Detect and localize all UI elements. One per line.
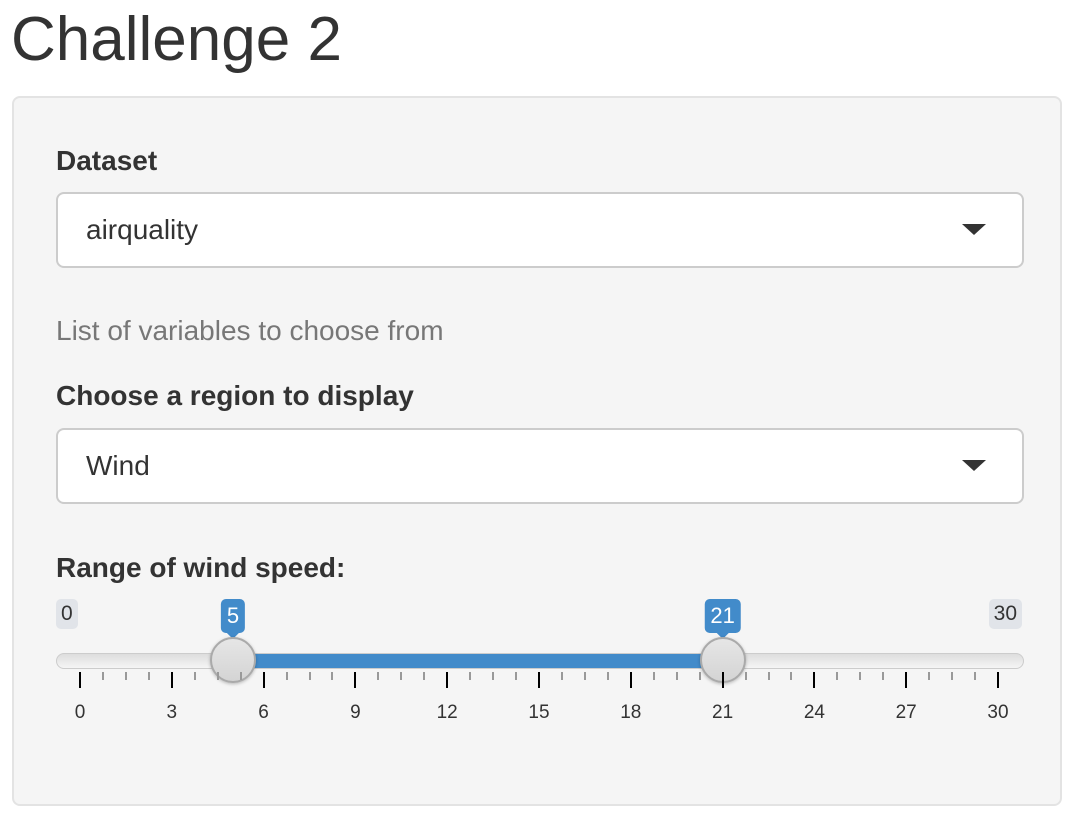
slider-major-tick [721,672,724,688]
slider-minor-tick [859,672,862,680]
slider-tick-label: 15 [528,702,550,723]
slider-minor-tick [974,672,977,680]
page-title: Challenge 2 [11,5,342,74]
slider-minor-tick [606,672,609,680]
dataset-select[interactable]: airquality [56,192,1024,268]
slider-minor-tick [147,672,150,680]
slider-major-tick [79,672,81,688]
slider-tick-label: 3 [166,702,178,723]
slider-minor-tick [744,672,747,680]
slider-minor-tick [583,672,586,680]
slider-tick-label: 27 [895,702,917,723]
slider-minor-tick [882,672,885,680]
slider-minor-tick [560,672,563,680]
slider-minor-tick [652,672,655,680]
region-label: Choose a region to display [56,380,414,411]
sidebar-panel: Dataset airquality List of variables to … [12,96,1062,806]
slider-major-tick [629,672,632,688]
slider-selected-bar [233,654,723,668]
slider-minor-tick [836,672,839,680]
slider-minor-tick [469,672,472,680]
slider-tick-label: 21 [712,702,734,723]
slider-minor-tick [377,672,380,680]
slider-minor-tick [193,672,196,680]
slider-tick-label: 0 [74,702,86,723]
chevron-down-icon [962,224,986,235]
chevron-down-icon [962,460,986,471]
slider-minor-tick [928,672,931,680]
slider-minor-tick [515,672,518,680]
slider-major-tick [997,672,999,688]
slider-tick-label: 12 [436,702,458,723]
help-text: List of variables to choose from [56,315,444,346]
slider-minor-tick [951,672,954,680]
slider-major-tick [538,672,540,688]
slider-minor-tick [767,672,770,680]
slider-to-value: 21 [704,599,741,639]
slider-minor-tick [698,672,701,680]
wind-slider-label: Range of wind speed: [56,552,346,583]
slider-minor-tick [790,672,793,680]
slider-minor-tick [423,672,426,680]
slider-major-tick [170,672,173,688]
slider-max-label: 30 [988,599,1022,629]
dataset-select-value: airquality [86,214,199,245]
slider-tick-label: 6 [258,702,269,723]
slider-tick-label: 9 [350,702,361,723]
slider-major-tick [262,672,265,688]
slider-tick-label: 30 [987,702,1009,723]
dataset-label: Dataset [56,145,158,176]
region-select[interactable]: Wind [56,428,1024,504]
slider-minor-tick [285,672,288,680]
slider-major-tick [354,672,357,688]
slider-minor-tick [216,672,219,680]
slider-min-label: 0 [56,599,78,629]
slider-major-tick [446,672,449,688]
slider-minor-tick [675,672,678,680]
slider-minor-tick [239,672,242,680]
slider-minor-tick [124,672,127,680]
slider-minor-tick [492,672,495,680]
slider-major-tick [813,672,816,688]
region-select-value: Wind [86,450,150,481]
slider-minor-tick [101,672,104,680]
slider-minor-tick [308,672,311,680]
slider-tick-label: 18 [620,702,642,723]
slider-from-value: 5 [220,599,246,639]
slider-tick-label: 24 [803,702,825,723]
slider-major-tick [905,672,908,688]
slider-minor-tick [331,672,334,680]
slider-minor-tick [400,672,403,680]
